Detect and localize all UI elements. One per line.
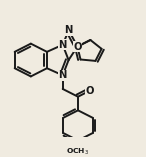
Text: O: O: [73, 42, 82, 52]
Text: OCH$_3$: OCH$_3$: [66, 147, 89, 157]
Text: N: N: [59, 40, 67, 50]
Text: N: N: [59, 70, 67, 80]
Text: O: O: [86, 86, 94, 96]
Text: N: N: [65, 25, 73, 35]
